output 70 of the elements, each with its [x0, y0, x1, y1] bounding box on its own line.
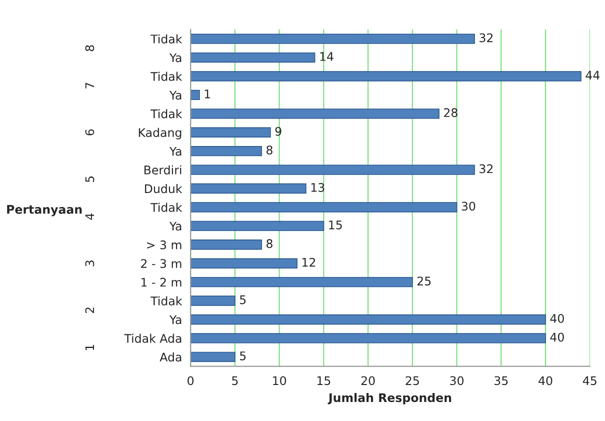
y-axis-title: Pertanyaan [7, 205, 82, 216]
y-tick-label: Duduk [145, 184, 182, 194]
x-axis-title: Jumlah Responden [328, 392, 452, 404]
text: 4 [85, 213, 94, 220]
x-tick-label: 35 [494, 376, 508, 386]
data-label: 1 [204, 90, 210, 98]
bar [190, 296, 236, 306]
text: 5 [85, 176, 94, 182]
text: 2 [85, 308, 94, 314]
text: 6 [85, 129, 94, 136]
y-tick-label: Tidak [150, 109, 182, 118]
y-tick-label: Tidak [150, 34, 182, 44]
bar [190, 164, 475, 175]
data-label: 40 [550, 314, 564, 323]
x-tick-label: 25 [406, 376, 419, 386]
y-tick-label: Ya [169, 222, 182, 231]
bar [190, 71, 582, 82]
bar [190, 52, 316, 63]
bar [190, 127, 271, 138]
text: 1 [85, 344, 94, 350]
data-label: 30 [462, 202, 476, 211]
data-label: 44 [586, 70, 600, 80]
y-tick-label: Ya [169, 315, 182, 324]
data-label: 25 [417, 276, 431, 286]
data-label: 5 [240, 295, 246, 304]
data-label: 32 [480, 33, 493, 42]
y-tick-label: Tidak [150, 296, 182, 306]
data-label: 32 [480, 164, 493, 174]
data-label: 8 [266, 239, 272, 248]
bar [190, 314, 546, 325]
x-tick-label: 20 [361, 376, 375, 386]
bar [190, 202, 458, 212]
text: 8 [85, 45, 94, 52]
x-tick-label: 5 [232, 376, 238, 386]
x-tick-label: 45 [582, 376, 596, 386]
bar [190, 34, 475, 44]
y-tick-label: 1 - 2 m [142, 278, 182, 287]
x-tick-label: 40 [538, 376, 552, 386]
text: 7 [85, 82, 94, 88]
bar [190, 240, 262, 250]
y-tick-label: Tidak Ada [124, 334, 182, 343]
y-tick-label: Tidak [150, 202, 182, 212]
y-tick-label: Berdiri [144, 165, 182, 174]
x-tick-label: 30 [450, 376, 464, 386]
data-label: 12 [302, 258, 316, 267]
bar [190, 183, 306, 194]
y-tick-label: Tidak [150, 72, 182, 81]
bar [190, 333, 546, 344]
data-label: 40 [550, 332, 564, 342]
y-tick-label: Ada [160, 352, 182, 362]
x-tick-label: 10 [273, 376, 286, 386]
bar [190, 276, 413, 288]
y-tick-label: > 3 m [147, 240, 182, 250]
data-label: 15 [329, 220, 342, 230]
bar [190, 352, 236, 362]
data-label: 8 [266, 146, 272, 155]
y-tick-label: Ya [169, 146, 182, 156]
bar [190, 146, 262, 156]
bar [190, 108, 440, 119]
x-tick-label: 0 [188, 376, 194, 386]
y-tick-label: Ya [169, 90, 182, 100]
bar [190, 90, 200, 100]
y-tick-label: Ya [169, 53, 182, 62]
x-tick-label: 15 [317, 376, 330, 386]
text: 3 [85, 260, 94, 266]
y-tick-label: 2 - 3 m [141, 259, 182, 268]
y-tick-label: Kadang [138, 128, 182, 140]
bar [190, 220, 324, 232]
data-label: 5 [240, 352, 246, 360]
bar [190, 258, 298, 268]
